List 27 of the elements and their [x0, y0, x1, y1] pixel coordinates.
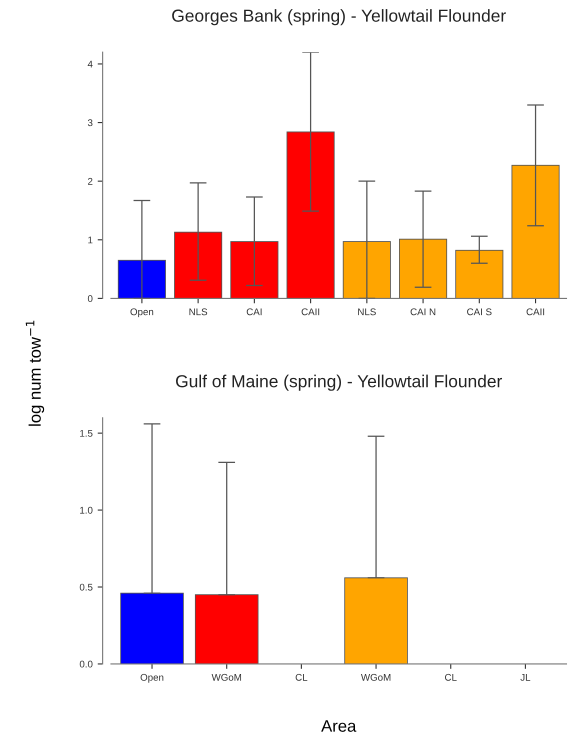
x-tick-label: CAI S: [467, 308, 492, 316]
x-tick-label: Open: [140, 674, 164, 683]
x-tick-label: WGoM: [360, 674, 390, 681]
y-tick-label: 1: [88, 236, 92, 244]
y-tick-label: 2: [88, 178, 92, 185]
x-tick-label: Open: [130, 308, 154, 318]
x-tick-label: NLS: [189, 308, 208, 316]
x-axis-title: Area: [321, 720, 356, 732]
x-tick-label: CAII: [526, 308, 544, 316]
x-tick-label: WGoM: [212, 674, 242, 681]
chart-title: Gulf of Maine (spring) - Yellowtail Flounder: [176, 374, 502, 391]
y-tick-label: 1.5: [80, 430, 92, 437]
y-tick-label: 0.5: [80, 584, 92, 591]
x-tick-label: CAII: [302, 308, 320, 316]
x-tick-label: CAI: [246, 308, 262, 316]
y-tick-label: 3: [88, 119, 92, 126]
x-tick-label: CL: [445, 674, 457, 681]
x-tick-label: CL: [296, 674, 308, 681]
x-tick-label: JL: [520, 674, 530, 681]
x-tick-label: CAI N: [410, 308, 436, 316]
x-tick-label: NLS: [358, 308, 376, 316]
y-tick-label: 0.0: [80, 660, 93, 668]
y-tick-label: 4: [88, 60, 93, 68]
y-tick-label: 0: [88, 295, 93, 302]
y-axis-title: log num tow$^{−1}$: [26, 320, 44, 426]
chart-title: Georges Bank (spring) - Yellowtail Flounder: [172, 9, 506, 26]
y-tick-label: 1.0: [80, 506, 93, 514]
